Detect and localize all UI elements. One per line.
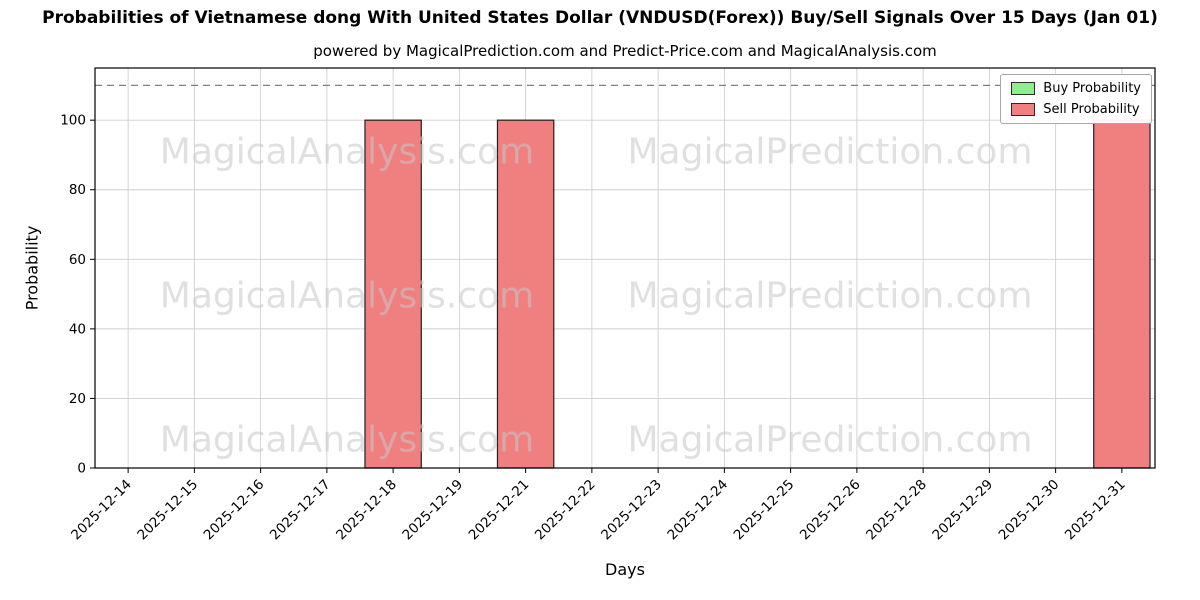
sell-swatch-icon <box>1011 103 1036 116</box>
svg-text:60: 60 <box>69 252 86 268</box>
buy-swatch-icon <box>1011 82 1036 95</box>
svg-text:80: 80 <box>69 182 86 198</box>
svg-text:0: 0 <box>77 461 86 477</box>
svg-text:2025-12-14: 2025-12-14 <box>68 477 135 544</box>
chart-subtitle: powered by MagicalPrediction.com and Pre… <box>313 42 937 60</box>
svg-text:2025-12-28: 2025-12-28 <box>863 477 930 544</box>
legend-sell-label: Sell Probability <box>1043 102 1140 117</box>
svg-text:2025-12-24: 2025-12-24 <box>664 477 731 544</box>
svg-text:2025-12-31: 2025-12-31 <box>1062 477 1129 544</box>
svg-text:2025-12-26: 2025-12-26 <box>797 477 864 544</box>
x-axis-label: Days <box>605 560 645 579</box>
svg-text:2025-12-30: 2025-12-30 <box>996 477 1063 544</box>
svg-text:2025-12-23: 2025-12-23 <box>598 477 665 544</box>
svg-text:2025-12-21: 2025-12-21 <box>466 477 533 544</box>
svg-text:2025-12-19: 2025-12-19 <box>399 477 466 544</box>
svg-text:2025-12-17: 2025-12-17 <box>267 477 334 544</box>
svg-text:40: 40 <box>69 321 86 337</box>
svg-text:2025-12-22: 2025-12-22 <box>532 477 599 544</box>
svg-text:2025-12-16: 2025-12-16 <box>201 477 268 544</box>
svg-text:2025-12-18: 2025-12-18 <box>333 477 400 544</box>
svg-text:2025-12-29: 2025-12-29 <box>929 477 996 544</box>
legend: Buy Probability Sell Probability <box>1000 74 1152 124</box>
legend-item-buy: Buy Probability <box>1011 81 1141 96</box>
legend-buy-label: Buy Probability <box>1043 81 1141 96</box>
svg-text:2025-12-15: 2025-12-15 <box>134 477 201 544</box>
svg-text:100: 100 <box>60 113 86 129</box>
svg-text:20: 20 <box>69 391 86 407</box>
svg-text:2025-12-25: 2025-12-25 <box>731 477 798 544</box>
legend-item-sell: Sell Probability <box>1011 102 1141 117</box>
chart-title: Probabilities of Vietnamese dong With Un… <box>42 8 1158 28</box>
